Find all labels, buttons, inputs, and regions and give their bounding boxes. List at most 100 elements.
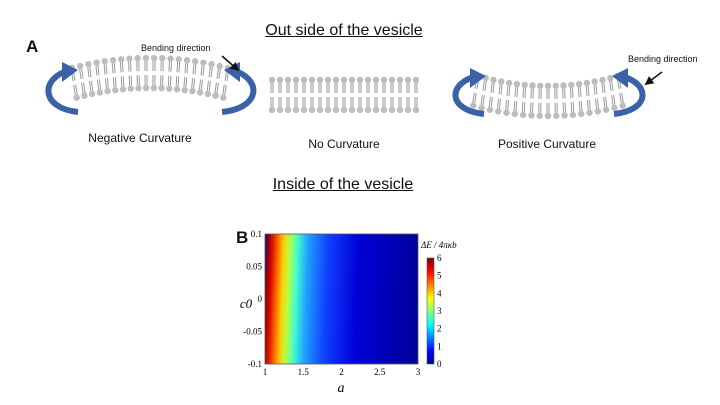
bend-arrowhead-right-pos: [612, 68, 628, 88]
membrane-diagrams: [45, 54, 663, 120]
lipid-pair: [503, 79, 513, 116]
lipid-pair: [380, 76, 388, 114]
y-axis-label: c0: [240, 296, 253, 311]
x-tick-label: 1: [263, 367, 268, 377]
colorbar-tick-label: 5: [437, 271, 442, 281]
x-tick-label: 3: [416, 367, 421, 377]
lipid-pair: [486, 76, 497, 113]
lipid-pair: [552, 82, 560, 120]
lipid-pair: [300, 76, 308, 114]
no-curvature-caption: No Curvature: [308, 137, 380, 151]
lipid-pair: [412, 76, 420, 114]
lipid-pair: [388, 76, 396, 114]
lipid-pair: [189, 58, 199, 95]
lipid-pair: [591, 78, 602, 115]
lipid-pair: [575, 80, 585, 118]
lipid-pair: [284, 76, 292, 114]
lipid-pair: [324, 76, 332, 114]
bend-direction-label-pos: Bending direction: [628, 54, 698, 64]
lipid-pair: [204, 61, 215, 98]
colorbar-tick-label: 1: [437, 341, 442, 351]
colorbar-ticks: 6 5 4 3 2 1 0: [437, 253, 442, 369]
x-tick-label: 1.5: [298, 367, 310, 377]
bend-arrow-left-neg: [45, 67, 79, 115]
colorbar: [426, 257, 435, 365]
lipid-pair: [308, 76, 316, 114]
bend-direction-arrow-neg: [221, 55, 240, 72]
lipid-pair: [173, 56, 182, 93]
lipid-pair: [607, 74, 618, 112]
lipid-pair: [396, 76, 404, 114]
lipid-pair: [356, 76, 364, 114]
lipid-pair: [150, 54, 158, 92]
colorbar-tick-label: 2: [437, 324, 442, 334]
lipid-pair: [166, 55, 174, 92]
lipid-pair: [181, 57, 191, 94]
lipid-pair: [93, 59, 104, 96]
positive-curvature-caption: Positive Curvature: [497, 137, 597, 151]
positive-curvature-membrane: [470, 72, 626, 120]
lipid-pair: [276, 76, 284, 114]
lipid-pair: [560, 82, 568, 119]
lipid-pair: [528, 82, 536, 119]
lipid-pair: [519, 81, 528, 119]
bend-arrow-right-pos: [613, 73, 646, 117]
bend-arrowhead-left-pos: [470, 68, 486, 88]
y-tick-label: 0: [258, 294, 263, 304]
lipid-pair: [404, 76, 412, 114]
lipid-pair: [478, 74, 489, 112]
x-tick-label: 2: [339, 367, 344, 377]
lipid-pair: [126, 55, 134, 92]
lipid-pair: [118, 56, 127, 93]
lipid-pair: [583, 79, 593, 116]
negative-curvature-membrane: [68, 54, 232, 101]
lipid-pair: [372, 76, 380, 114]
bend-arrow-right-neg: [221, 67, 257, 115]
lipid-pair: [196, 59, 207, 96]
lipid-pair: [511, 80, 521, 118]
y-axis-ticks: 0.1 0.05 0 -0.05 -0.1: [243, 229, 262, 369]
lipid-pair: [101, 58, 111, 95]
y-tick-label: 0.1: [251, 229, 262, 239]
lipid-pair: [158, 55, 166, 92]
heatmap-field: [265, 234, 418, 364]
colorbar-tick-label: 4: [437, 288, 442, 298]
colorbar-tick-label: 3: [437, 306, 442, 316]
no-curvature-membrane: [268, 76, 420, 114]
y-tick-label: -0.05: [243, 327, 262, 337]
y-tick-label: -0.1: [248, 359, 262, 369]
x-axis-ticks: 1 1.5 2 2.5 3: [263, 367, 421, 377]
lipid-pair: [142, 54, 150, 92]
bend-arrow-left-pos: [452, 73, 485, 117]
colorbar-tick-label: 6: [437, 253, 442, 263]
bend-direction-arrow-pos: [644, 71, 663, 86]
inside-title: Inside of the vesicle: [272, 176, 414, 193]
negative-curvature-caption: Negative Curvature: [88, 131, 192, 145]
colorbar-tick-label: 0: [437, 359, 442, 369]
bend-arrowhead-left-neg: [62, 62, 78, 82]
lipid-pair: [364, 76, 372, 114]
x-axis-label: a: [338, 381, 345, 394]
lipid-pair: [77, 62, 88, 99]
lipid-pair: [332, 76, 340, 114]
lipid-pair: [212, 62, 223, 99]
lipid-pair: [348, 76, 356, 114]
lipid-pair: [544, 82, 552, 120]
panel-b-label: B: [236, 228, 249, 247]
lipid-pair: [316, 76, 324, 114]
lipid-pair: [292, 76, 300, 114]
y-tick-label: 0.05: [246, 262, 262, 272]
lipid-pair: [599, 76, 610, 113]
lipid-pair: [494, 78, 505, 115]
x-tick-label: 2.5: [374, 367, 386, 377]
plot-frame: [264, 233, 419, 365]
lipid-pair: [268, 76, 276, 114]
lipid-pair: [536, 82, 544, 120]
energy-heatmap-chart: 1 1.5 2 2.5 3 0.10.050-0.05-0.1 a c0 6543210…: [240, 229, 457, 394]
lipid-pair: [568, 81, 577, 119]
outside-title: Out side of the vesicle: [265, 22, 423, 39]
bend-direction-label-neg: Bending direction: [141, 43, 211, 53]
lipid-pair: [85, 61, 96, 98]
lipid-pair: [340, 76, 348, 114]
panel-a-label: A: [26, 37, 39, 56]
